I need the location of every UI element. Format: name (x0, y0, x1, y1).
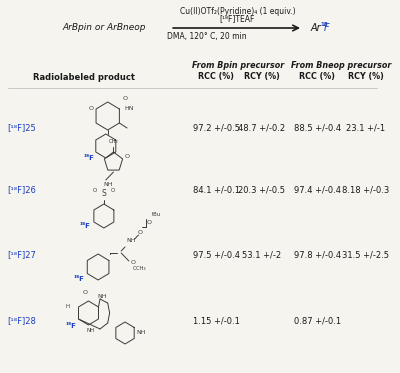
Text: NH: NH (126, 238, 136, 244)
Text: 31.5 +/-2.5: 31.5 +/-2.5 (342, 251, 389, 260)
Text: 97.4 +/-0.4: 97.4 +/-0.4 (294, 185, 341, 194)
Text: HN: HN (124, 107, 134, 112)
Text: 88.5 +/-0.4: 88.5 +/-0.4 (294, 123, 341, 132)
Text: RCY (%): RCY (%) (244, 72, 280, 81)
Text: NH: NH (86, 329, 94, 333)
Text: From Bpin precursor: From Bpin precursor (192, 60, 285, 69)
Text: From Bneop precursor: From Bneop precursor (291, 60, 392, 69)
Text: ¹⁸F: ¹⁸F (74, 276, 84, 282)
Text: 84.1 +/-0.1: 84.1 +/-0.1 (193, 185, 240, 194)
Text: O: O (146, 220, 152, 226)
Text: S: S (102, 189, 106, 198)
Text: Cu(II)OTf₂(Pyridine)₄ (1 equiv.): Cu(II)OTf₂(Pyridine)₄ (1 equiv.) (180, 6, 295, 16)
Text: O: O (82, 291, 87, 295)
Text: 1.15 +/-0.1: 1.15 +/-0.1 (193, 317, 240, 326)
Text: F: F (324, 23, 330, 33)
Text: O: O (93, 188, 97, 194)
Text: O: O (125, 154, 130, 160)
Text: NH: NH (103, 182, 112, 186)
Text: RCY (%): RCY (%) (348, 72, 383, 81)
Text: [¹⁸F]TEAF: [¹⁸F]TEAF (220, 15, 255, 23)
Text: 18: 18 (320, 22, 328, 26)
Text: 0.87 +/-0.1: 0.87 +/-0.1 (294, 317, 341, 326)
Text: O: O (122, 97, 127, 101)
Text: O: O (131, 260, 136, 266)
Text: 97.2 +/-0.5: 97.2 +/-0.5 (193, 123, 240, 132)
Text: 48.7 +/-0.2: 48.7 +/-0.2 (238, 123, 285, 132)
Text: Ar: Ar (311, 23, 321, 33)
Text: O: O (110, 188, 115, 194)
Text: 8.18 +/-0.3: 8.18 +/-0.3 (342, 185, 389, 194)
Text: [¹⁸F]25: [¹⁸F]25 (8, 123, 36, 132)
Text: 20.3 +/-0.5: 20.3 +/-0.5 (238, 185, 285, 194)
Text: CH₃: CH₃ (109, 139, 118, 144)
Text: ¹⁸F: ¹⁸F (79, 223, 90, 229)
Text: 97.5 +/-0.4: 97.5 +/-0.4 (193, 251, 240, 260)
Text: RCC (%): RCC (%) (299, 72, 335, 81)
Text: 23.1 +/-1: 23.1 +/-1 (346, 123, 385, 132)
Text: 97.8 +/-0.4: 97.8 +/-0.4 (294, 251, 341, 260)
Text: [¹⁸F]26: [¹⁸F]26 (8, 185, 36, 194)
Text: [¹⁸F]28: [¹⁸F]28 (8, 317, 36, 326)
Text: tBu: tBu (152, 213, 161, 217)
Text: 53.1 +/-2: 53.1 +/-2 (242, 251, 281, 260)
Text: DMA, 120° C, 20 min: DMA, 120° C, 20 min (167, 31, 246, 41)
Text: H: H (65, 304, 69, 310)
Text: ¹⁸F: ¹⁸F (83, 155, 94, 161)
Text: Radiolabeled product: Radiolabeled product (33, 72, 135, 81)
Text: O: O (138, 231, 143, 235)
Text: ¹⁸F: ¹⁸F (66, 323, 77, 329)
Text: OCH₃: OCH₃ (133, 266, 146, 272)
Text: RCC (%): RCC (%) (198, 72, 234, 81)
Text: ArBpin or ArBneop: ArBpin or ArBneop (62, 23, 146, 32)
Text: O: O (89, 106, 94, 110)
Text: NH: NH (97, 294, 107, 298)
Text: NH: NH (136, 330, 146, 335)
Text: [¹⁸F]27: [¹⁸F]27 (8, 251, 36, 260)
